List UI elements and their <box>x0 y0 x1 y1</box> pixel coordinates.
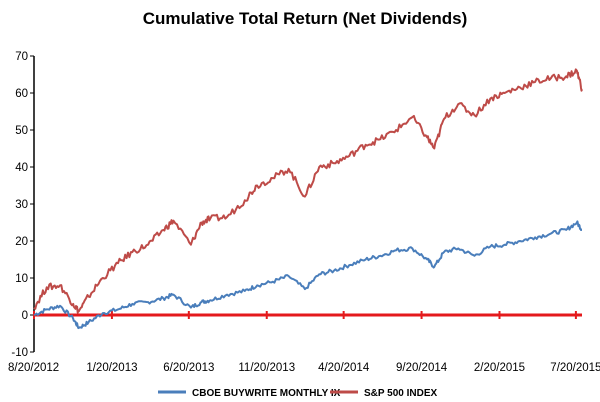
x-tick-label: 2/20/2015 <box>474 362 525 374</box>
y-tick-label: 20 <box>15 236 28 248</box>
y-tick-label: 50 <box>15 125 28 137</box>
plot-area: -10 0 10 20 30 40 50 60 70 8/20/2012 1/20/2013 6/20… <box>8 51 600 374</box>
y-tick-label: 40 <box>15 162 28 174</box>
x-tick-label: 9/20/2014 <box>396 362 448 374</box>
y-tick-label: 60 <box>15 88 28 100</box>
y-tick-label: 10 <box>15 273 28 285</box>
series-line-cboe-buywrite <box>33 220 583 330</box>
y-tick-label: 70 <box>15 51 28 63</box>
chart-title: Cumulative Total Return (Net Dividends) <box>143 9 468 28</box>
legend-label: CBOE BUYWRITE MONTHLY IX <box>192 388 341 399</box>
x-tick-label: 11/20/2013 <box>238 362 295 374</box>
x-tick-label: 4/20/2014 <box>318 362 370 374</box>
legend-label: S&P 500 INDEX <box>364 388 438 399</box>
y-tick-label: 0 <box>22 310 28 322</box>
x-tick-label: 6/20/2013 <box>163 362 214 374</box>
x-tick-label: 7/20/2015 <box>550 362 600 374</box>
y-tick-label: 30 <box>15 199 28 211</box>
legend: CBOE BUYWRITE MONTHLY IX S&P 500 INDEX <box>158 388 438 399</box>
x-tick-label: 8/20/2012 <box>8 362 59 374</box>
x-tick-label: 1/20/2013 <box>86 362 137 374</box>
y-tick-label: -10 <box>11 347 28 359</box>
series-line-sp500 <box>33 68 583 314</box>
